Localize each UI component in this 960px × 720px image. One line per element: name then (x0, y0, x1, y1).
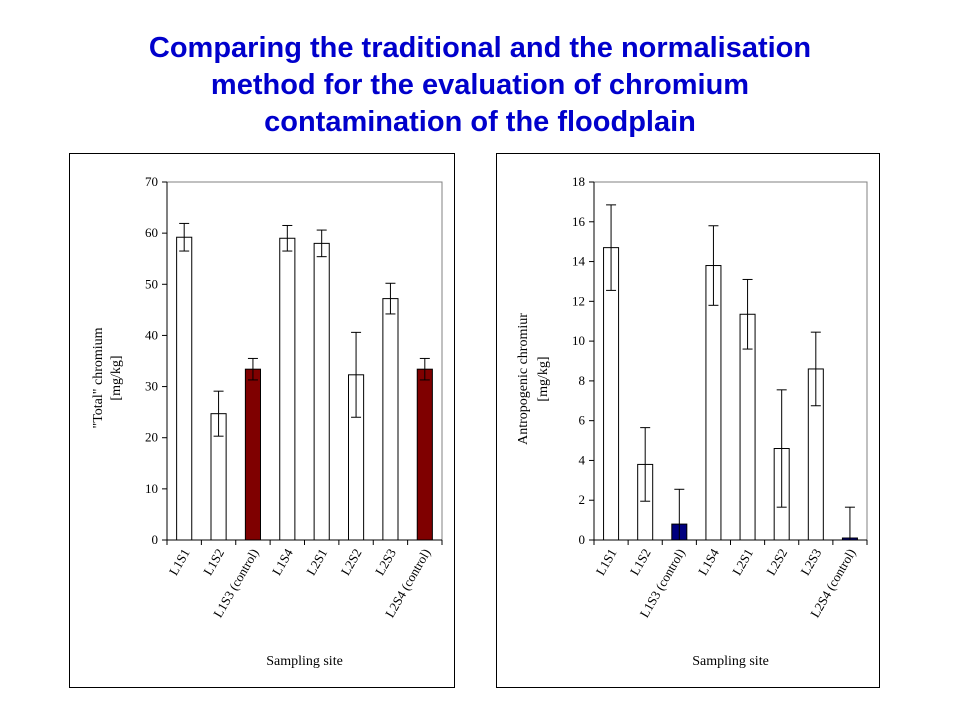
error-bar (385, 282, 396, 315)
error-bar (282, 224, 293, 252)
x-tick-label: L2S2 (338, 546, 365, 578)
y-tick-label: 10 (145, 481, 158, 496)
x-tick-label: L2S3 (797, 546, 824, 578)
y-tick-label: 16 (572, 214, 586, 229)
y-axis-label-line-2: [mg/kg] (109, 355, 124, 400)
x-tick-label: L1S4 (269, 546, 296, 578)
y-tick-label: 4 (579, 452, 586, 467)
error-bar (844, 506, 855, 541)
y-tick-label: 20 (145, 430, 158, 445)
title-line-3: contamination of the floodplain (264, 106, 696, 138)
error-bar (606, 204, 617, 291)
y-tick-label: 18 (572, 174, 585, 189)
y-tick-label: 50 (145, 276, 158, 291)
y-tick-label: 2 (579, 492, 586, 507)
chart-panel-antropogenic-chromium: 0 2 4 6 8 10 12 14 16 18 L1S1 L1S2 L1S3 (control) L1S… (496, 153, 880, 688)
y-axis-label-line-1: "Total" chromium (91, 327, 106, 428)
y-tick-label: 10 (572, 333, 585, 348)
y-tick-label: 0 (579, 532, 586, 547)
y-tick-label: 60 (145, 225, 158, 240)
y-tick-label: 8 (579, 373, 586, 388)
y-tick-label: 12 (572, 293, 585, 308)
error-bar (213, 390, 224, 437)
bar-l2s3 (382, 298, 399, 541)
y-axis-label-line-1: Antropogenic chromiur (516, 313, 531, 445)
error-bar (640, 427, 651, 502)
title-line-2: method for the evaluation of chromium (210, 69, 750, 101)
y-tick-label: 14 (572, 254, 586, 269)
plot-frame (593, 181, 868, 541)
x-tick-label: L1S1 (166, 546, 193, 578)
plot-frame (166, 181, 443, 541)
error-bar (247, 357, 258, 381)
x-axis-label: Sampling site (266, 654, 343, 669)
error-bar (674, 488, 685, 541)
x-tick-label: L2S3 (372, 546, 399, 578)
slide-title: Comparing the traditional and the normal… (40, 30, 920, 141)
x-tick-label: L1S4 (695, 546, 722, 578)
x-tick-label: L1S2 (627, 546, 654, 578)
bar-l1s1 (176, 236, 193, 541)
chart-panel-total-chromium: 0 10 20 30 40 50 60 70 L1S1 L1S2 L1S3 (control) L1S… (69, 153, 455, 688)
error-bar (316, 229, 327, 258)
title-line-1: Comparing the traditional and the normal… (148, 32, 812, 64)
error-bar (776, 389, 787, 508)
bar-l1s1 (603, 247, 620, 541)
y-tick-label: 30 (145, 379, 158, 394)
y-tick-label: 6 (579, 413, 586, 428)
y-axis-label-line-2: [mg/kg] (536, 356, 551, 401)
bar-l2s4-control- (416, 368, 433, 541)
error-bar (810, 331, 821, 407)
bar-l2s1 (313, 242, 330, 541)
error-bar (419, 357, 430, 381)
bar-l1s4 (705, 265, 722, 541)
bar-l1s3-control- (244, 368, 261, 541)
y-tick-label: 0 (152, 532, 159, 547)
x-tick-label: L2S1 (729, 546, 756, 578)
bar-l1s4 (279, 237, 296, 541)
error-bar (708, 225, 719, 306)
error-bar (351, 331, 362, 418)
error-bar (742, 278, 753, 350)
x-tick-label: L2S2 (763, 546, 790, 578)
y-tick-label: 70 (145, 174, 158, 189)
error-bar (179, 222, 190, 252)
x-tick-label: L1S1 (593, 546, 620, 578)
y-tick-label: 40 (145, 327, 158, 342)
x-tick-label: L1S2 (200, 546, 227, 578)
x-tick-label: L2S1 (303, 546, 330, 578)
x-axis-label: Sampling site (692, 654, 769, 669)
